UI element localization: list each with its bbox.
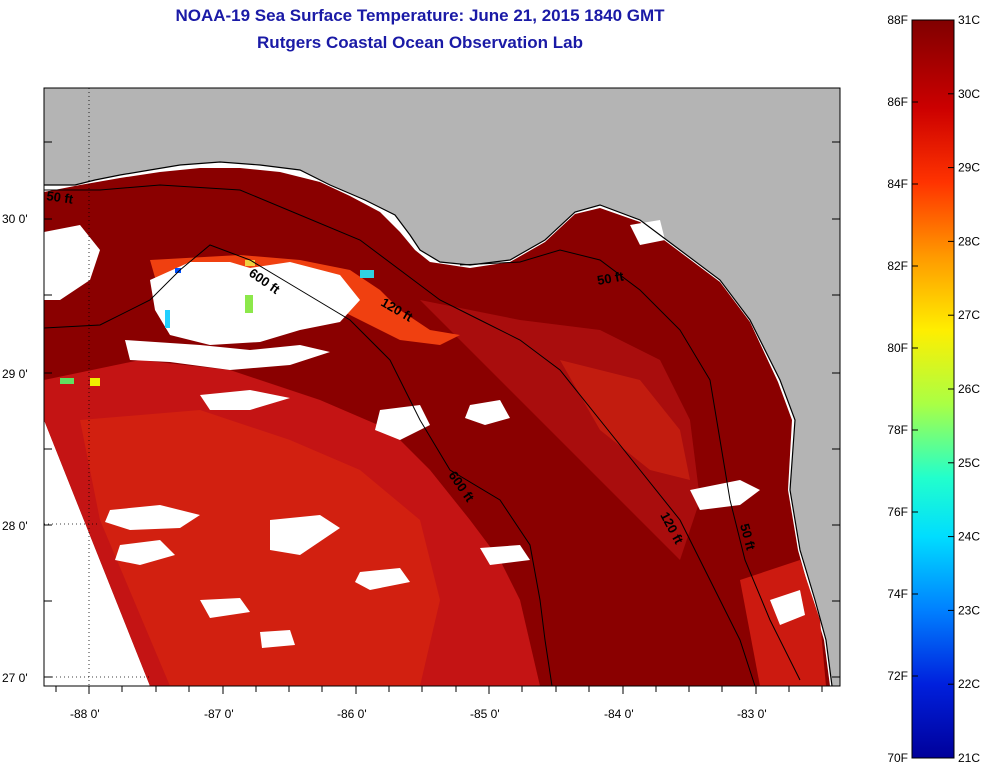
lon-label: -85 0' [470, 707, 500, 721]
colorbar-c-label: 25C [958, 456, 980, 470]
colorbar-f-label: 84F [887, 177, 908, 191]
contour-600ft [44, 244, 553, 686]
colorbar [911, 19, 955, 759]
contour-50ft [459, 249, 801, 681]
colorbar-f-label: 78F [887, 423, 908, 437]
colorbar-c-label: 22C [958, 677, 980, 691]
contour-120ft [44, 184, 756, 686]
colorbar-c-label: 24C [958, 530, 980, 544]
colorbar-f-label: 70F [887, 751, 908, 765]
colorbar-f-label: 72F [887, 669, 908, 683]
colorbar-c-label: 23C [958, 603, 980, 617]
cloud-patch [150, 262, 360, 345]
colorbar-f-label: 82F [887, 259, 908, 273]
colorbar-f-label: 88F [887, 13, 908, 27]
lat-label: 30 0' [2, 212, 28, 226]
contour-label: 50 ft [737, 522, 759, 552]
lon-label: -86 0' [337, 707, 367, 721]
colorbar-f-label: 86F [887, 95, 908, 109]
colorbar-c-label: 31C [958, 13, 980, 27]
coastline [44, 161, 833, 686]
colorbar-c-label: 30C [958, 87, 980, 101]
land-area [44, 88, 840, 686]
lon-label: -84 0' [604, 707, 634, 721]
contour-label: 50 ft [46, 188, 75, 207]
colorbar-f-label: 80F [887, 341, 908, 355]
lat-label: 28 0' [2, 519, 28, 533]
lon-label: -88 0' [70, 707, 100, 721]
map-subtitle: Rutgers Coastal Ocean Observation Lab [257, 33, 583, 52]
colorbar-c-label: 26C [958, 382, 980, 396]
colorbar-f-label: 76F [887, 505, 908, 519]
lon-label: -83 0' [737, 707, 767, 721]
colorbar-c-label: 29C [958, 161, 980, 175]
colorbar-c-label: 28C [958, 234, 980, 248]
map-title: NOAA-19 Sea Surface Temperature: June 21… [175, 6, 665, 25]
colorbar-c-label: 27C [958, 308, 980, 322]
colorbar-f-label: 74F [887, 587, 908, 601]
lon-label: -87 0' [204, 707, 234, 721]
colorbar-c-label: 21C [958, 751, 980, 765]
lat-label: 29 0' [2, 367, 28, 381]
lat-label: 27 0' [2, 671, 28, 685]
contour-label: 50 ft [596, 268, 626, 288]
